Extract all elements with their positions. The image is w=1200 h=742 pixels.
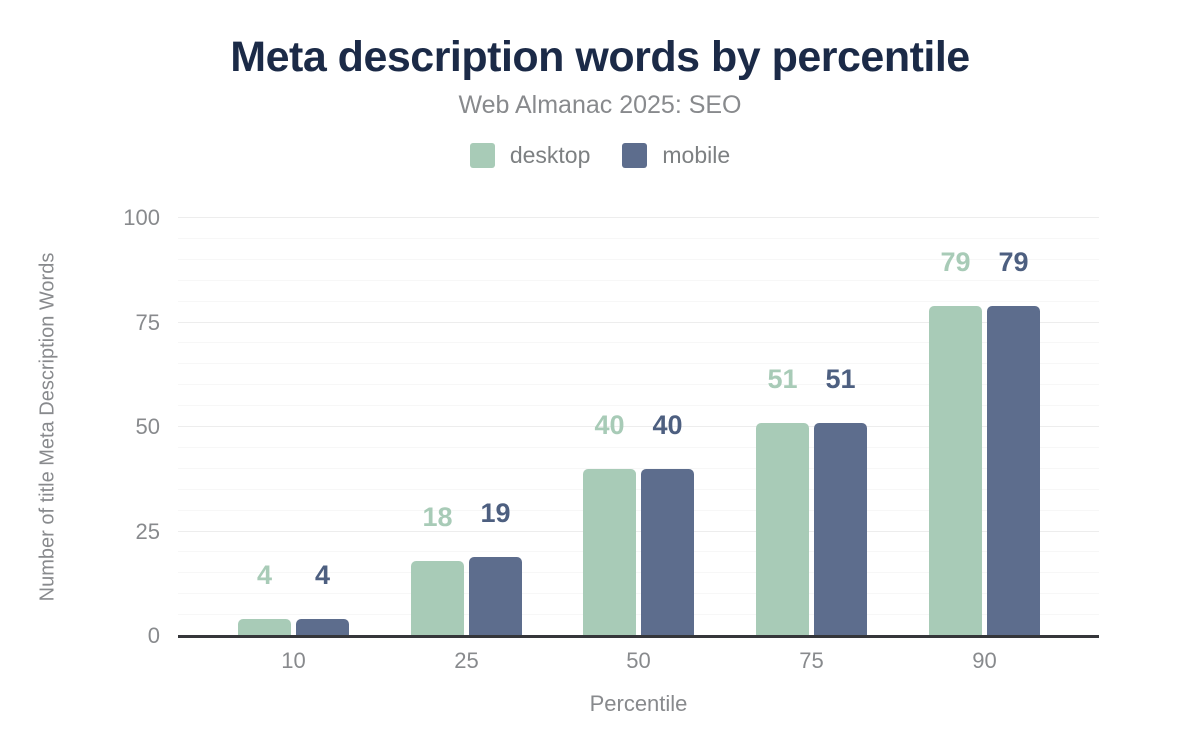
x-tick-label: 10: [281, 648, 306, 673]
desktop-series-swatch-icon: [469, 143, 495, 168]
y-tick-label: 0: [147, 623, 160, 648]
gridline-minor: [178, 363, 1099, 365]
gridline-minor: [178, 488, 1099, 490]
y-tick-label: 100: [123, 205, 160, 230]
gridline-major: [178, 426, 1099, 427]
value-label-mobile: 40: [652, 409, 683, 440]
bar-column-mobile: 19: [469, 497, 522, 636]
bar-mobile: [296, 619, 349, 636]
legend-item-mobile: mobile: [622, 142, 730, 169]
bar-desktop: [583, 468, 636, 636]
bar-column-desktop: 40: [583, 409, 636, 636]
gridline-minor: [178, 593, 1099, 595]
value-label-desktop: 40: [594, 409, 625, 440]
y-tick-label: 25: [135, 518, 160, 544]
y-tick-label: 50: [135, 414, 160, 439]
value-label-mobile: 79: [998, 246, 1029, 277]
bar-group: 79 79 90: [929, 246, 1040, 673]
gridline-minor: [178, 446, 1099, 448]
gridline-minor: [178, 258, 1099, 260]
legend-label-mobile: mobile: [662, 142, 731, 168]
bar-group: 18 19 25: [411, 497, 522, 673]
chart-subtitle: Web Almanac 2025: SEO: [458, 91, 742, 119]
bar-desktop: [411, 560, 464, 636]
bar-mobile: [641, 468, 694, 636]
value-label-desktop: 79: [940, 246, 971, 277]
legend-item-desktop: desktop: [469, 142, 591, 169]
gridline-minor: [178, 405, 1099, 407]
gridline-minor: [178, 614, 1099, 616]
x-tick-label: 75: [799, 648, 824, 673]
gridline-major: [178, 321, 1099, 323]
mobile-series-swatch-icon: [622, 143, 648, 168]
legend: desktop mobile: [0, 142, 1200, 169]
bar-column-desktop: 79: [929, 246, 982, 636]
bar-group: 51 51 75: [756, 363, 867, 673]
y-tick-label: 75: [135, 309, 160, 335]
bar-column-mobile: 40: [641, 409, 694, 636]
bar-mobile: [469, 556, 522, 636]
value-label-desktop: 18: [422, 501, 453, 532]
gridline-minor: [178, 279, 1099, 281]
value-label-desktop: 4: [256, 560, 273, 591]
value-label-mobile: 19: [480, 497, 511, 528]
gridline-minor: [178, 237, 1099, 239]
x-axis-title: Percentile: [589, 691, 688, 716]
bar-column-desktop: 4: [238, 562, 291, 636]
bar-column-mobile: 79: [987, 246, 1040, 636]
chart-title: Meta description words by percentile: [230, 33, 970, 81]
bar-desktop: [929, 305, 982, 636]
gridline-minor: [178, 467, 1099, 469]
bar-desktop: [238, 619, 291, 636]
x-tick-label: 90: [972, 648, 997, 673]
bar-column-mobile: 4: [296, 562, 349, 636]
value-label-mobile: 51: [825, 363, 856, 394]
gridline-minor: [178, 551, 1099, 553]
value-label-mobile: 4: [314, 560, 331, 591]
bar-group: 4 4 10: [238, 562, 349, 673]
gridline-minor: [178, 509, 1099, 511]
x-tick-label: 50: [626, 648, 651, 673]
legend-label-desktop: desktop: [509, 142, 591, 168]
bar-column-desktop: 18: [411, 501, 464, 636]
bar-column-mobile: 51: [814, 363, 867, 636]
gridline-minor: [178, 300, 1099, 302]
bar-column-desktop: 51: [756, 363, 809, 636]
x-tick-label: 25: [454, 648, 479, 673]
gridline-major: [178, 530, 1099, 532]
bar-mobile: [987, 305, 1040, 636]
plot-area: 4 4 10 18 19 25 40 40 50 51 51 75 79 79 90: [178, 217, 1099, 673]
gridline-minor: [178, 342, 1099, 344]
bar-group: 40 40 50: [583, 409, 694, 673]
gridline-major: [178, 217, 1099, 218]
gridline-minor: [178, 572, 1099, 574]
bar-mobile: [814, 422, 867, 636]
x-axis-line: [178, 635, 1099, 638]
bar-desktop: [756, 422, 809, 636]
y-axis-ticks: 0 25 50 75 100: [0, 207, 160, 647]
gridline-minor: [178, 384, 1099, 386]
value-label-desktop: 51: [767, 363, 798, 394]
